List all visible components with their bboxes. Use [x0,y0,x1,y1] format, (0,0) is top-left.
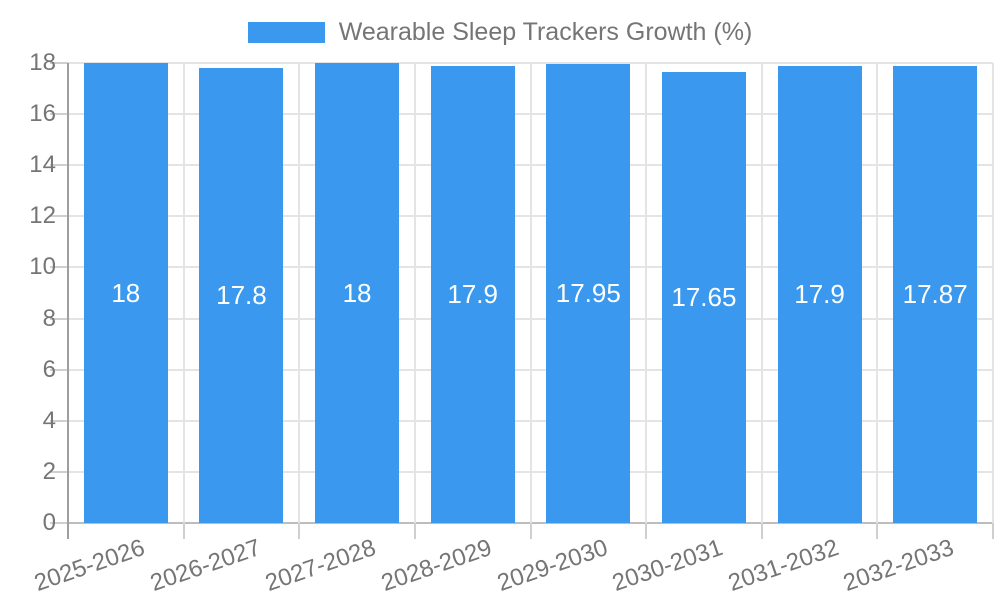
y-tick-label: 12 [29,202,56,230]
x-tick-mark [529,523,532,539]
y-tick-label: 0 [42,509,56,536]
v-gridline [645,63,648,523]
legend-item[interactable]: Wearable Sleep Trackers Growth (%) [247,18,753,47]
x-tick-mark [992,523,994,539]
bar: 17.95 [546,64,631,523]
y-tick-mark [50,266,68,269]
x-tick-label: 2032-2033 [840,534,958,597]
bar: 17.8 [199,68,284,523]
bar: 18 [83,63,168,523]
y-axis-line [67,63,69,539]
bar-value-label: 17.95 [555,278,621,309]
y-tick-mark [50,317,68,320]
y-tick-label: 6 [42,355,56,383]
v-gridline [760,63,763,523]
v-gridline [876,63,879,523]
x-tick-mark [876,523,879,539]
bar: 17.9 [430,65,515,523]
y-tick-label: 10 [29,253,56,281]
x-tick-label: 2025-2026 [30,534,149,597]
y-tick-mark [50,419,68,422]
x-tick-mark [645,523,648,539]
bar-value-label: 17.65 [671,281,737,312]
v-gridline [529,63,532,523]
x-tick-label: 2030-2031 [609,534,727,597]
bar-value-label: 18 [111,277,141,308]
x-tick-mark [760,523,763,539]
y-tick-label: 16 [29,100,56,128]
x-tick-label: 2027-2028 [262,534,380,597]
x-tick-label: 2028-2029 [377,534,496,597]
x-tick-mark [413,523,416,539]
y-tick-mark [50,62,68,64]
legend: Wearable Sleep Trackers Growth (%) [0,18,1000,47]
bar-value-label: 17.8 [216,280,267,311]
v-gridline [182,63,185,523]
bar: 17.65 [661,71,746,523]
x-tick-mark [182,523,185,539]
v-gridline [992,63,994,523]
y-tick-mark [50,522,68,524]
legend-swatch-icon [247,22,325,43]
bar-value-label: 17.9 [447,278,498,309]
bar-value-label: 17.87 [902,279,968,310]
bar: 17.9 [777,65,862,523]
v-gridline [413,63,416,523]
y-tick-mark [50,113,68,116]
y-tick-label: 14 [29,151,56,179]
y-tick-label: 4 [42,406,56,434]
y-tick-label: 2 [42,457,56,485]
y-tick-label: 18 [29,49,56,76]
bar: 18 [315,63,400,523]
v-gridline [298,63,301,523]
x-tick-mark [298,523,301,539]
bar-value-label: 18 [342,277,372,308]
y-tick-mark [50,164,68,167]
x-tick-label: 2026-2027 [146,534,264,597]
x-tick-label: 2029-2030 [493,534,611,597]
y-tick-mark [50,368,68,371]
y-tick-mark [50,215,68,218]
bar: 17.87 [893,66,978,523]
y-tick-mark [50,470,68,473]
x-tick-label: 2031-2032 [724,534,843,597]
legend-label: Wearable Sleep Trackers Growth (%) [338,18,753,46]
bar-value-label: 17.9 [794,278,845,309]
y-tick-label: 8 [42,304,56,332]
